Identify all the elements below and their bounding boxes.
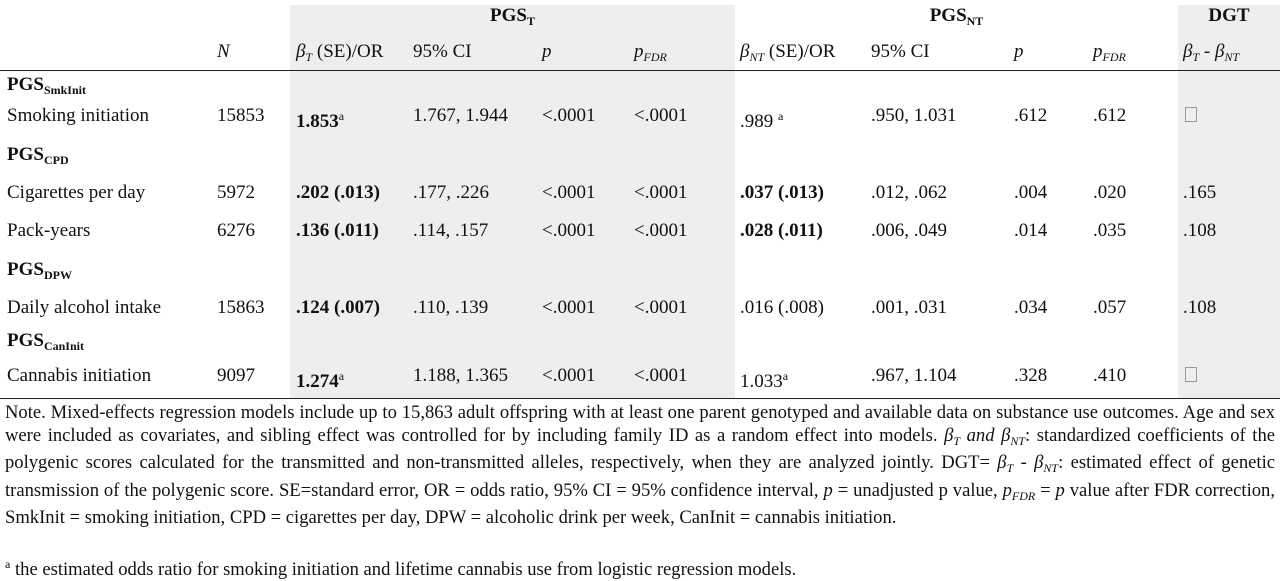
row-p-nt: .328	[1014, 365, 1048, 386]
row-beta-nt: .989 a	[740, 109, 784, 132]
row-pfdr-t: <.0001	[634, 105, 688, 126]
table-note: Note. Mixed-effects regression models in…	[5, 402, 1275, 529]
row-dgt: .108	[1183, 220, 1217, 241]
row-dgt: .108	[1183, 297, 1217, 318]
col-header-p-t: p	[542, 41, 552, 62]
col-header-n: N	[217, 41, 230, 62]
row-p-nt: .014	[1014, 220, 1048, 241]
row-p-nt: .004	[1014, 182, 1048, 203]
row-p-t: <.0001	[542, 297, 596, 318]
row-p-nt: .612	[1014, 105, 1048, 126]
row-beta-t: .124 (.007)	[296, 297, 380, 318]
row-pfdr-t: <.0001	[634, 182, 688, 203]
header-rule	[0, 70, 1280, 71]
row-dgt: .165	[1183, 182, 1217, 203]
row-outcome: Cigarettes per day	[7, 182, 146, 203]
col-header-beta-t: βT (SE)/OR	[296, 41, 384, 64]
row-p-t: <.0001	[542, 220, 596, 241]
row-n: 15863	[217, 297, 265, 318]
col-header-pfdr-t: pFDR	[634, 41, 667, 64]
row-ci-t: 1.188, 1.365	[413, 365, 508, 386]
table-footnote: a the estimated odds ratio for smoking i…	[5, 557, 797, 580]
row-beta-t: .202 (.013)	[296, 182, 380, 203]
row-dgt-missing-glyph	[1185, 105, 1197, 127]
table-bottom-rule	[0, 398, 1280, 399]
row-p-t: <.0001	[542, 365, 596, 386]
row-pfdr-t: <.0001	[634, 220, 688, 241]
row-beta-t: 1.853a	[296, 109, 345, 132]
col-header-dgt: βT - βNT	[1183, 41, 1240, 64]
section-label-cpd: PGSCPD	[7, 144, 69, 167]
row-dgt-missing-glyph	[1185, 365, 1197, 387]
row-ci-t: .177, .226	[413, 182, 489, 203]
col-header-p-nt: p	[1014, 41, 1024, 62]
row-beta-nt: .037 (.013)	[740, 182, 824, 203]
row-pfdr-nt: .035	[1093, 220, 1127, 241]
row-pfdr-nt: .057	[1093, 297, 1127, 318]
row-beta-nt: .016 (.008)	[740, 297, 824, 318]
row-ci-t: .114, .157	[413, 220, 489, 241]
row-beta-t: 1.274a	[296, 369, 345, 392]
row-p-t: <.0001	[542, 182, 596, 203]
col-header-ci-nt: 95% CI	[871, 41, 930, 62]
row-beta-nt: .028 (.011)	[740, 220, 823, 241]
row-pfdr-t: <.0001	[634, 365, 688, 386]
col-header-beta-nt: βNT (SE)/OR	[740, 41, 836, 64]
group-header-pgs-nt: PGSNT	[929, 5, 984, 28]
row-n: 15853	[217, 105, 265, 126]
row-ci-nt: .012, .062	[871, 182, 947, 203]
row-beta-t: .136 (.011)	[296, 220, 379, 241]
row-p-nt: .034	[1014, 297, 1048, 318]
row-outcome: Pack-years	[7, 220, 91, 241]
row-ci-nt: .950, 1.031	[871, 105, 957, 126]
row-n: 5972	[217, 182, 255, 203]
row-ci-nt: .006, .049	[871, 220, 947, 241]
row-outcome: Daily alcohol intake	[7, 297, 162, 318]
section-label-caninit: PGSCanInit	[7, 330, 84, 353]
section-label-smkinit: PGSSmkInit	[7, 74, 86, 97]
row-beta-nt: 1.033a	[740, 369, 789, 392]
row-ci-nt: .001, .031	[871, 297, 947, 318]
col-header-pfdr-nt: pFDR	[1093, 41, 1126, 64]
row-n: 9097	[217, 365, 255, 386]
row-outcome: Smoking initiation	[7, 105, 149, 126]
section-label-dpw: PGSDPW	[7, 259, 72, 282]
group-header-dgt: DGT	[1208, 5, 1250, 26]
row-p-t: <.0001	[542, 105, 596, 126]
row-outcome: Cannabis initiation	[7, 365, 152, 386]
col-header-ci-t: 95% CI	[413, 41, 472, 62]
row-pfdr-t: <.0001	[634, 297, 688, 318]
row-pfdr-nt: .020	[1093, 182, 1127, 203]
row-pfdr-nt: .410	[1093, 365, 1127, 386]
row-n: 6276	[217, 220, 255, 241]
row-ci-t: 1.767, 1.944	[413, 105, 508, 126]
row-ci-t: .110, .139	[413, 297, 489, 318]
row-ci-nt: .967, 1.104	[871, 365, 957, 386]
group-header-pgs-t: PGST	[490, 5, 535, 28]
row-pfdr-nt: .612	[1093, 105, 1127, 126]
